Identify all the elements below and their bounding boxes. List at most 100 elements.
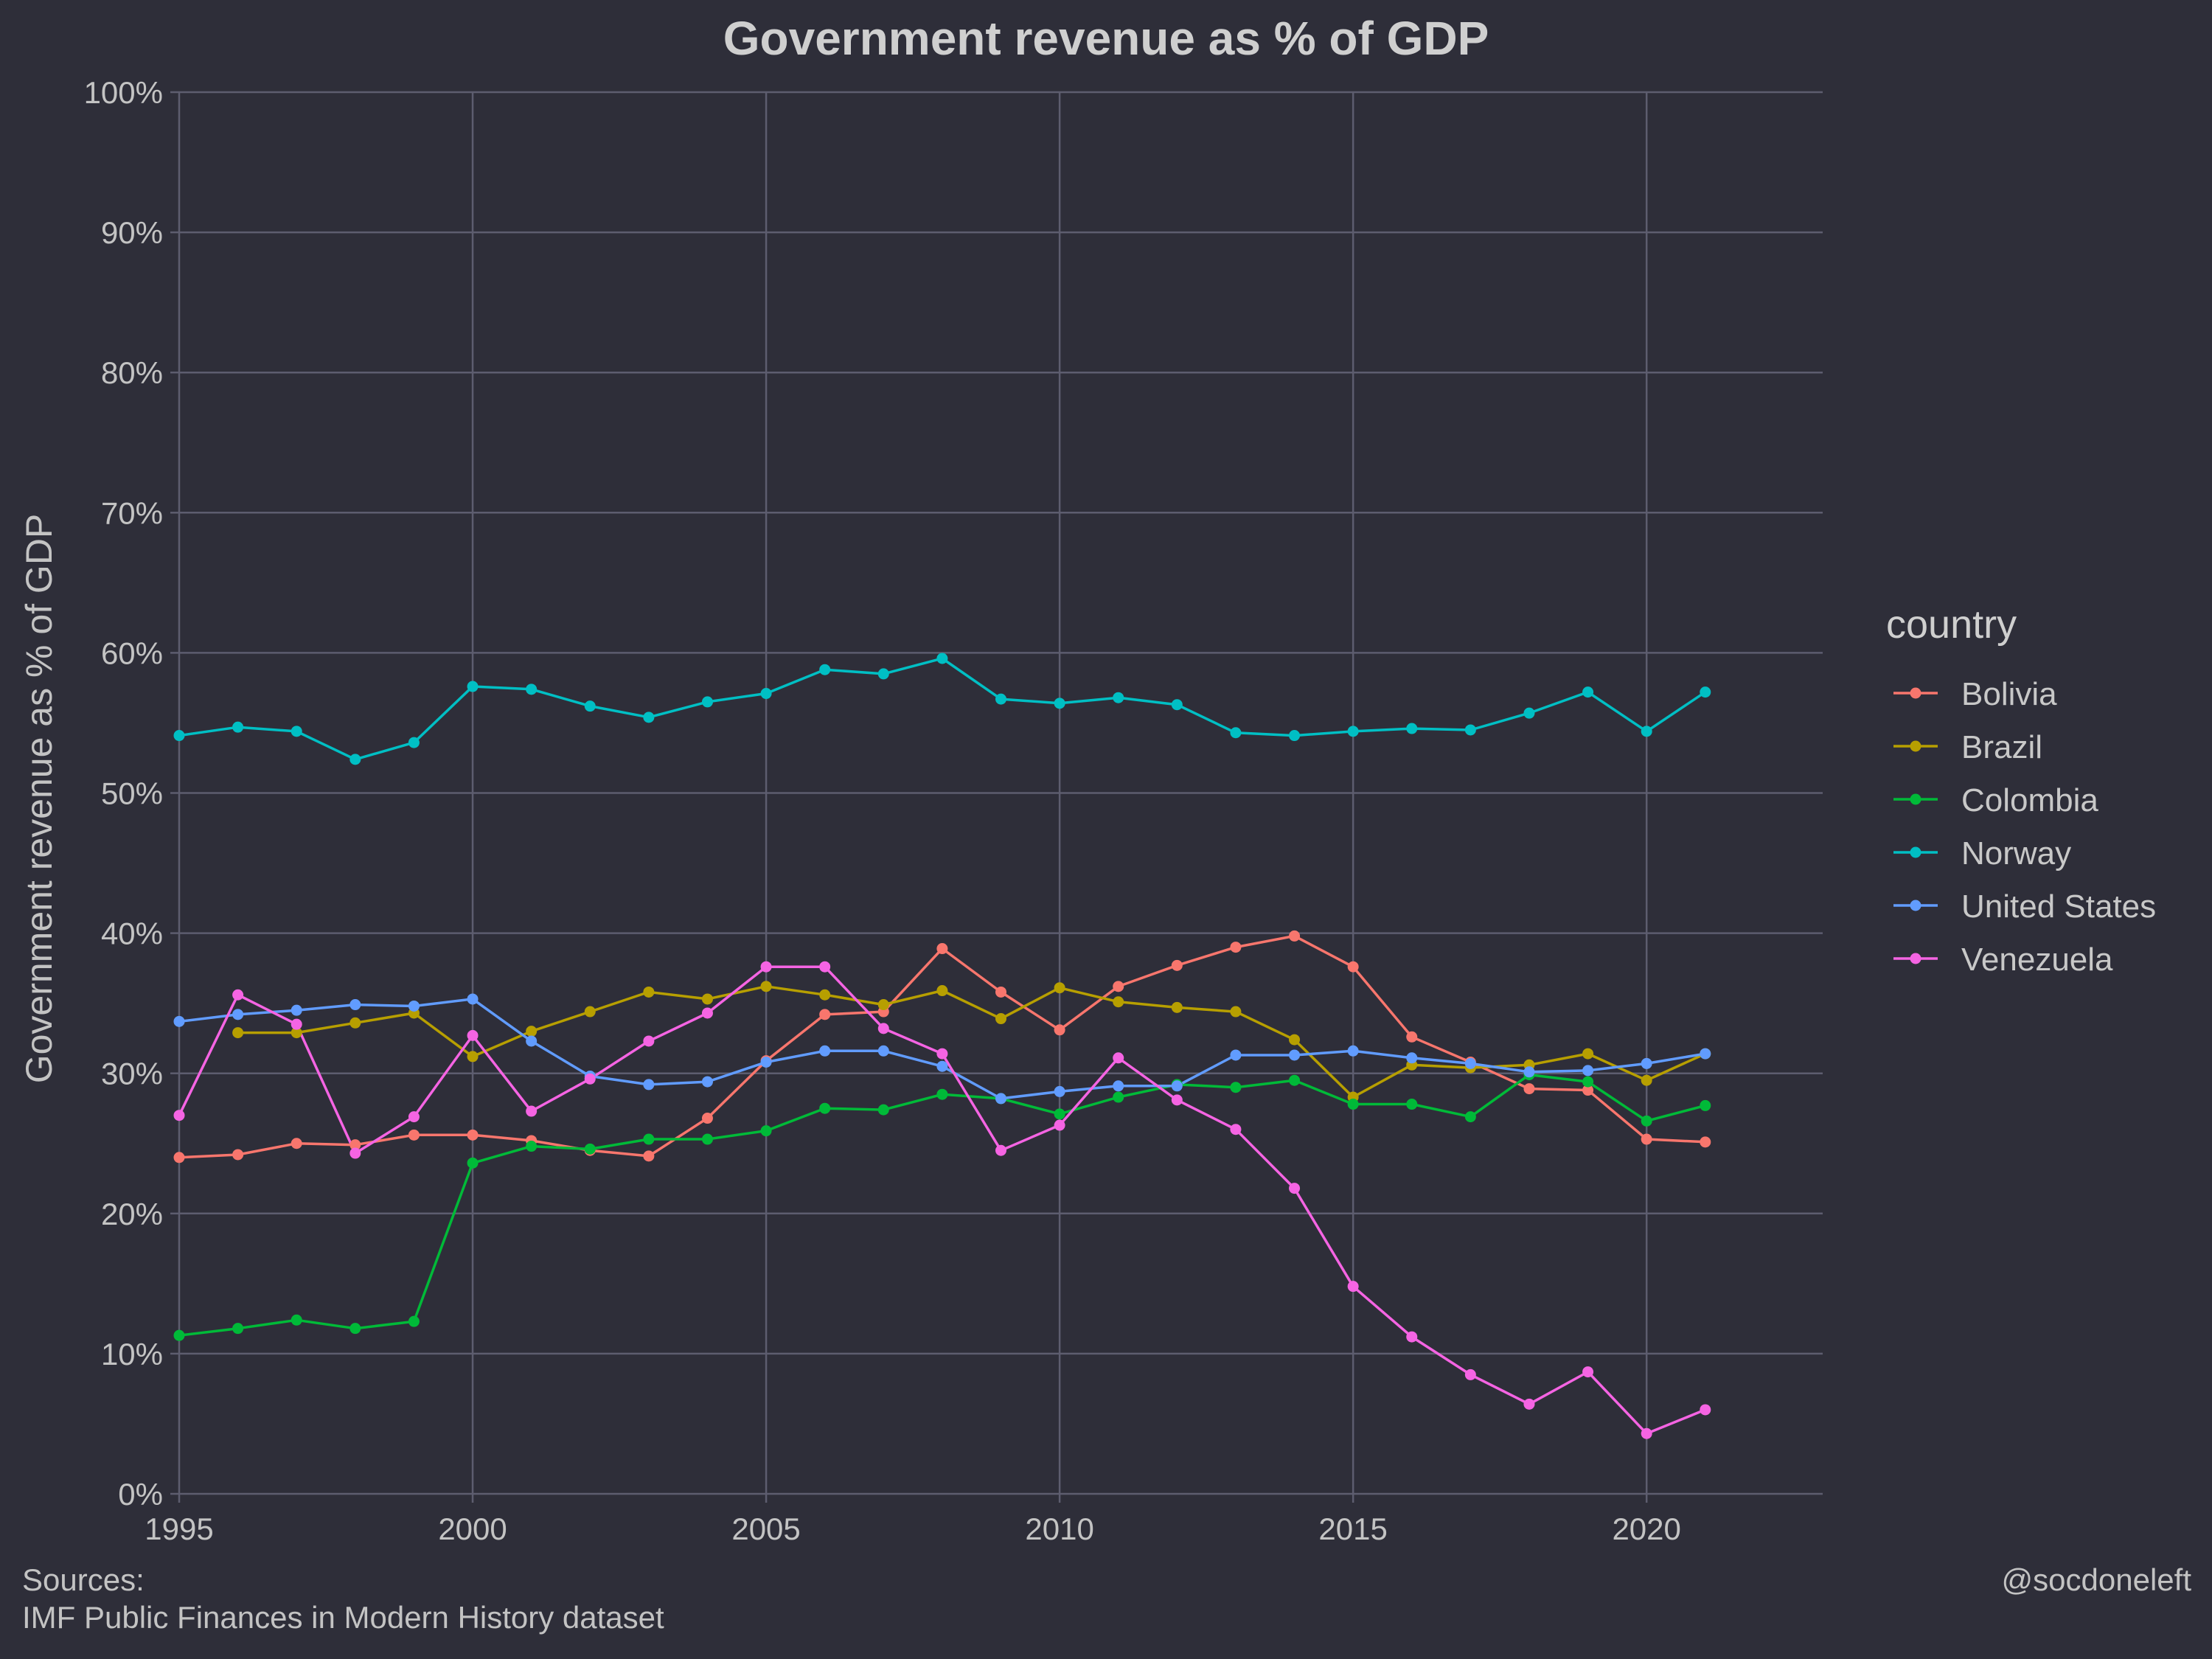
data-point bbox=[1406, 1031, 1418, 1043]
data-point bbox=[1347, 961, 1359, 973]
data-point bbox=[349, 754, 361, 765]
data-point bbox=[526, 1026, 538, 1037]
data-point bbox=[291, 1027, 302, 1039]
legend-label: Bolivia bbox=[1961, 676, 2057, 712]
data-point bbox=[349, 1323, 361, 1335]
data-point bbox=[1700, 1404, 1711, 1416]
plot-area bbox=[173, 91, 1823, 1495]
data-point bbox=[349, 1017, 361, 1029]
data-point bbox=[760, 961, 772, 973]
data-point bbox=[1289, 930, 1301, 942]
data-point bbox=[760, 688, 772, 700]
data-point bbox=[349, 1139, 361, 1151]
data-point bbox=[877, 1045, 889, 1057]
data-point bbox=[1289, 1183, 1301, 1194]
data-point bbox=[877, 1023, 889, 1034]
legend-key-point bbox=[1910, 687, 1921, 699]
data-point bbox=[291, 1138, 302, 1150]
data-point bbox=[1464, 1368, 1476, 1380]
data-point bbox=[819, 664, 831, 675]
data-point bbox=[1230, 1124, 1242, 1135]
data-point bbox=[467, 1029, 479, 1041]
data-point bbox=[877, 1104, 889, 1116]
x-tick-label: 2010 bbox=[1025, 1512, 1093, 1546]
data-point bbox=[1641, 1133, 1652, 1145]
data-point bbox=[232, 1323, 244, 1335]
data-point bbox=[1406, 1099, 1418, 1110]
legend-label: Venezuela bbox=[1961, 942, 2113, 978]
data-point bbox=[584, 1073, 596, 1085]
y-tick-label: 100% bbox=[84, 75, 163, 110]
data-point bbox=[1641, 1427, 1652, 1439]
sources-text: IMF Public Finances in Modern History da… bbox=[22, 1600, 664, 1635]
data-point bbox=[1406, 723, 1418, 734]
y-tick-label: 20% bbox=[101, 1197, 163, 1231]
data-point bbox=[526, 684, 538, 695]
data-point bbox=[526, 1105, 538, 1117]
data-point bbox=[1230, 1049, 1242, 1061]
data-point bbox=[1582, 1085, 1594, 1096]
data-point bbox=[1230, 1006, 1242, 1018]
data-point bbox=[936, 1088, 948, 1100]
data-point bbox=[1230, 942, 1242, 953]
data-point bbox=[467, 1051, 479, 1062]
data-point bbox=[643, 1035, 655, 1047]
data-point bbox=[1641, 1057, 1652, 1069]
data-point bbox=[877, 999, 889, 1011]
data-point bbox=[173, 1015, 185, 1027]
data-point bbox=[1700, 1048, 1711, 1060]
y-tick-label: 10% bbox=[101, 1337, 163, 1371]
data-point bbox=[1523, 707, 1535, 719]
data-point bbox=[936, 1060, 948, 1072]
data-point bbox=[643, 1133, 655, 1145]
data-point bbox=[819, 1009, 831, 1020]
data-point bbox=[1641, 726, 1652, 737]
data-point bbox=[1171, 699, 1183, 711]
data-point bbox=[1054, 1085, 1065, 1097]
data-point bbox=[1289, 1049, 1301, 1061]
data-point bbox=[1406, 1052, 1418, 1064]
data-point bbox=[760, 1056, 772, 1068]
data-point bbox=[408, 1315, 420, 1327]
x-tick-label: 2020 bbox=[1612, 1512, 1680, 1546]
data-point bbox=[995, 693, 1006, 705]
data-point bbox=[1523, 1066, 1535, 1078]
author-handle: @socdoneleft bbox=[2002, 1562, 2192, 1597]
data-point bbox=[467, 993, 479, 1005]
data-point bbox=[701, 1076, 713, 1088]
data-point bbox=[1347, 726, 1359, 737]
legend-key-point bbox=[1910, 900, 1921, 911]
data-point bbox=[936, 653, 948, 664]
y-tick-label: 90% bbox=[101, 215, 163, 250]
data-point bbox=[1641, 1115, 1652, 1127]
data-point bbox=[1347, 1045, 1359, 1057]
data-point bbox=[1113, 1052, 1124, 1064]
series-points bbox=[173, 653, 1711, 1439]
data-point bbox=[1113, 1091, 1124, 1103]
data-point bbox=[1054, 982, 1065, 994]
data-point bbox=[701, 696, 713, 708]
data-point bbox=[1054, 1108, 1065, 1120]
data-point bbox=[584, 700, 596, 712]
data-point bbox=[291, 1018, 302, 1030]
data-point bbox=[1700, 1099, 1711, 1111]
data-point bbox=[1230, 1082, 1242, 1093]
data-point bbox=[291, 1004, 302, 1016]
data-point bbox=[1171, 959, 1183, 971]
y-tick-label: 30% bbox=[101, 1057, 163, 1091]
data-point bbox=[1700, 686, 1711, 698]
data-point bbox=[760, 1125, 772, 1137]
data-point bbox=[1171, 1080, 1183, 1092]
data-point bbox=[1171, 1001, 1183, 1013]
data-point bbox=[1230, 727, 1242, 739]
data-point bbox=[701, 1007, 713, 1019]
data-point bbox=[995, 1144, 1006, 1156]
data-point bbox=[995, 1013, 1006, 1025]
data-point bbox=[408, 1000, 420, 1012]
data-point bbox=[936, 985, 948, 997]
data-point bbox=[1641, 1074, 1652, 1086]
data-point bbox=[701, 993, 713, 1005]
data-point bbox=[760, 981, 772, 992]
data-point bbox=[1113, 692, 1124, 703]
